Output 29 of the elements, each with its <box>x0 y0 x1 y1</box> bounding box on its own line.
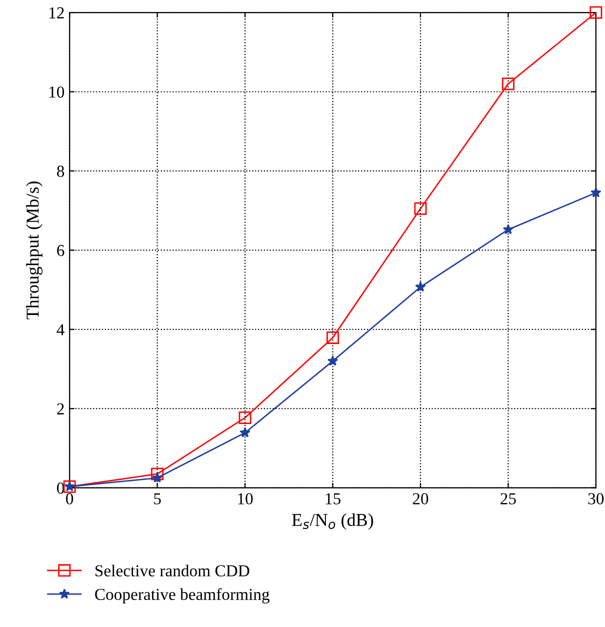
y-tick-label: 6 <box>57 244 64 256</box>
x-tick-label: 5 <box>154 493 161 504</box>
point <box>327 356 338 366</box>
x-tick-label: 10 <box>238 493 253 504</box>
y-tick-label: 4 <box>56 324 64 336</box>
y-tick-label: 8 <box>57 166 64 177</box>
y-tick-label: 12 <box>50 7 64 18</box>
x-axis-title: E$_{s}$/N$_{o}$ (dB) <box>292 513 374 530</box>
point <box>415 281 426 292</box>
point <box>151 468 164 480</box>
y-axis-title: Throughput (Mb/s) <box>26 182 42 320</box>
point <box>152 472 163 483</box>
x-tick-label: 20 <box>412 493 428 504</box>
y-tick-label: 2 <box>57 403 64 414</box>
point <box>590 187 602 198</box>
x-tick-label: 0 <box>66 493 74 504</box>
point <box>502 78 514 90</box>
y-tick-label: 10 <box>50 86 64 98</box>
point <box>326 331 339 344</box>
legend-label: Cooperative beamforming <box>95 588 270 604</box>
point <box>590 6 602 19</box>
point <box>240 427 250 438</box>
x-tick-label: 25 <box>500 493 516 504</box>
point <box>502 224 514 234</box>
legend-label: Selective random CDD <box>96 564 250 576</box>
x-tick-label: 15 <box>326 493 340 504</box>
point <box>238 411 252 424</box>
x-tick-label: 30 <box>588 493 604 504</box>
point <box>414 202 427 215</box>
